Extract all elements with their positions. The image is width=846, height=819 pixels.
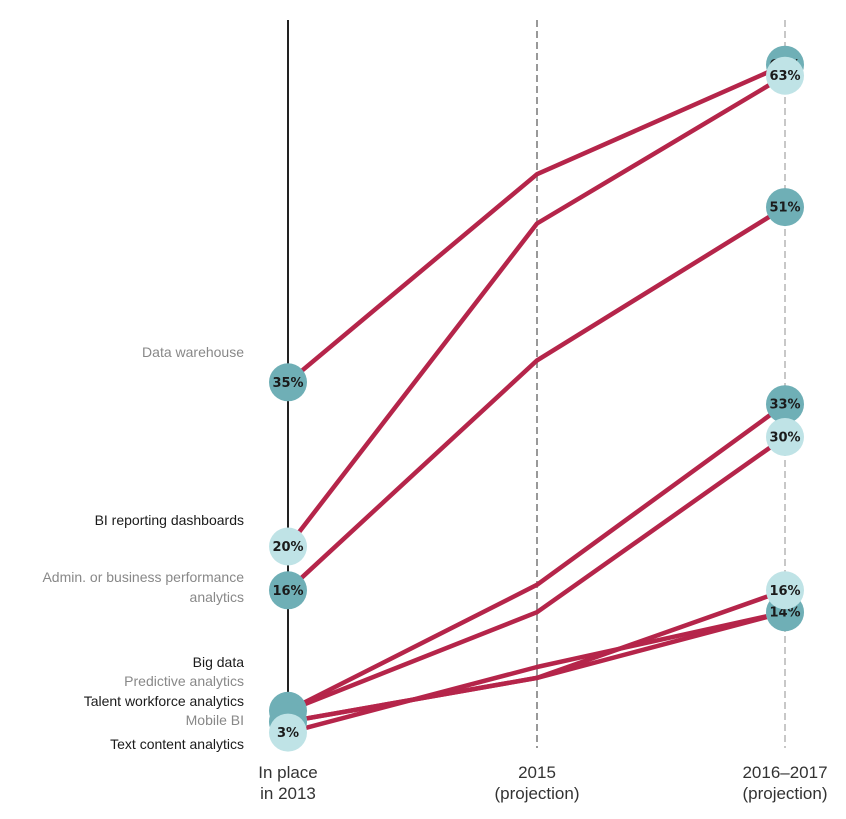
value-label-start-3: 16% — [272, 584, 303, 599]
category-label-3-line-2: analytics — [190, 589, 244, 605]
x-axis-label-2-line-1: 2015 — [518, 763, 556, 782]
category-label-8: Text content analytics — [110, 736, 244, 752]
value-label-end-7: 16% — [769, 584, 800, 599]
axes-layer — [287, 20, 786, 748]
value-label-end-3: 51% — [769, 201, 800, 216]
value-label-end-4: 33% — [769, 398, 800, 413]
value-label-end-5: 30% — [769, 431, 800, 446]
value-label-start-1: 35% — [272, 376, 303, 391]
category-label-3-line-1: Admin. or business performance — [42, 569, 244, 585]
x-axis-labels-layer: In place in 2013 2015 (projection) 2016–2017… — [258, 763, 827, 803]
category-label-7: Mobile BI — [186, 712, 244, 728]
category-labels-layer: Data warehouse BI reporting dashboards Adm… — [42, 344, 244, 752]
series-line-2 — [285, 73, 788, 549]
series-line-8 — [285, 609, 788, 735]
series-line-4 — [285, 401, 788, 714]
value-bubble-end-4 — [766, 385, 804, 424]
value-bubble-end-5 — [766, 418, 804, 456]
series-line-3 — [285, 204, 788, 593]
x-axis-label-3-line-2: (projection) — [742, 784, 827, 803]
value-bubble-start-1 — [269, 363, 307, 402]
x-axis-label-2-line-2: (projection) — [494, 784, 579, 803]
x-axis-label-1-line-2: in 2013 — [260, 784, 316, 803]
x-axis-label-1-line-1: In place — [258, 763, 318, 782]
category-label-2: BI reporting dashboards — [95, 512, 244, 528]
value-bubble-end-2 — [766, 56, 804, 95]
value-label-end-2: 63% — [769, 69, 800, 84]
value-bubble-start-2 — [269, 527, 307, 566]
category-label-1: Data warehouse — [142, 344, 244, 360]
value-label-end-6: 14% — [769, 606, 800, 621]
value-bubble-end-3 — [766, 188, 804, 227]
value-bubble-start-3 — [269, 571, 307, 610]
value-bubble-end-7 — [766, 571, 804, 610]
value-bubble-start-8 — [269, 713, 307, 752]
category-label-4: Big data — [193, 654, 245, 670]
value-label-start-2: 20% — [272, 540, 303, 555]
series-lines-layer — [285, 62, 788, 735]
value-bubbles-layer: 35%64%20%63%16%51%33%5%30%4%14%16%3% — [269, 45, 804, 752]
series-line-1 — [285, 62, 788, 385]
series-line-5 — [285, 434, 788, 714]
series-line-7 — [285, 588, 788, 724]
value-label-start-8: 3% — [277, 726, 299, 741]
category-label-6: Talent workforce analytics — [84, 693, 244, 709]
x-axis-label-3-line-1: 2016–2017 — [742, 763, 827, 782]
category-label-5: Predictive analytics — [124, 673, 244, 689]
